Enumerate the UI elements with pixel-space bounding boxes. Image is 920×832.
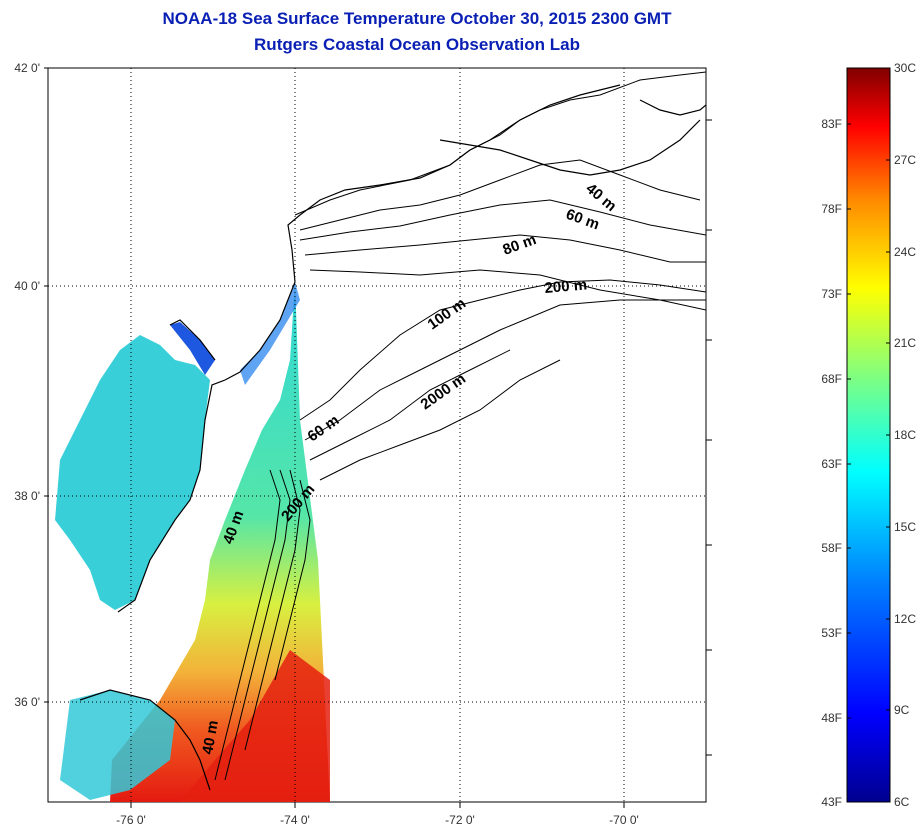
colorbar-f-58: 58F <box>821 541 842 555</box>
coastline <box>79 84 706 791</box>
lat-label-36: 36 0' <box>14 695 40 709</box>
chesapeake-bay-water <box>55 335 210 610</box>
colorbar-c-6: 6C <box>894 795 910 809</box>
lon-label-70: -70 0' <box>609 813 639 827</box>
sst-swath <box>110 282 330 802</box>
lon-label-74: -74 0' <box>280 813 310 827</box>
tick-marks <box>44 67 712 808</box>
southern-sounds-water <box>60 690 175 800</box>
colorbar-c-18: 18C <box>894 428 916 442</box>
colorbar-c-ticks <box>886 67 890 803</box>
lon-label-72: -72 0' <box>445 813 475 827</box>
colorbar-c-9: 9C <box>894 703 910 717</box>
colorbar-f-53: 53F <box>821 626 842 640</box>
lon-label-76: -76 0' <box>116 813 146 827</box>
colorbar-f-43: 43F <box>821 795 842 809</box>
delaware-bay-water <box>170 322 215 375</box>
colorbar-f-83: 83F <box>821 117 842 131</box>
contour-label-200m-north: 200 m <box>544 276 588 297</box>
colorbar-f-68: 68F <box>821 372 842 386</box>
bathymetry-contours <box>214 71 706 781</box>
colorbar-f-48: 48F <box>821 711 842 725</box>
lat-label-42: 42 0' <box>14 61 40 75</box>
gulf-stream-warm-water <box>180 650 330 802</box>
colorbar-c-24: 24C <box>894 245 916 259</box>
lat-label-40: 40 0' <box>14 279 40 293</box>
lat-label-38: 38 0' <box>14 489 40 503</box>
colorbar <box>846 67 891 803</box>
colorbar-c-27: 27C <box>894 153 916 167</box>
contour-label-40m-south: 40 m <box>199 719 222 756</box>
colorbar-c-30: 30C <box>894 61 916 75</box>
colorbar-c-21: 21C <box>894 336 916 350</box>
colorbar-c-15: 15C <box>894 520 916 534</box>
colorbar-f-73: 73F <box>821 287 842 301</box>
graticule <box>48 68 706 802</box>
map-subtitle: Rutgers Coastal Ocean Observation Lab <box>254 35 580 54</box>
map-title: NOAA-18 Sea Surface Temperature October … <box>162 9 672 28</box>
colorbar-f-78: 78F <box>821 202 842 216</box>
colorbar-c-12: 12C <box>894 612 916 626</box>
colorbar-f-63: 63F <box>821 457 842 471</box>
colorbar-f-ticks <box>847 123 851 803</box>
